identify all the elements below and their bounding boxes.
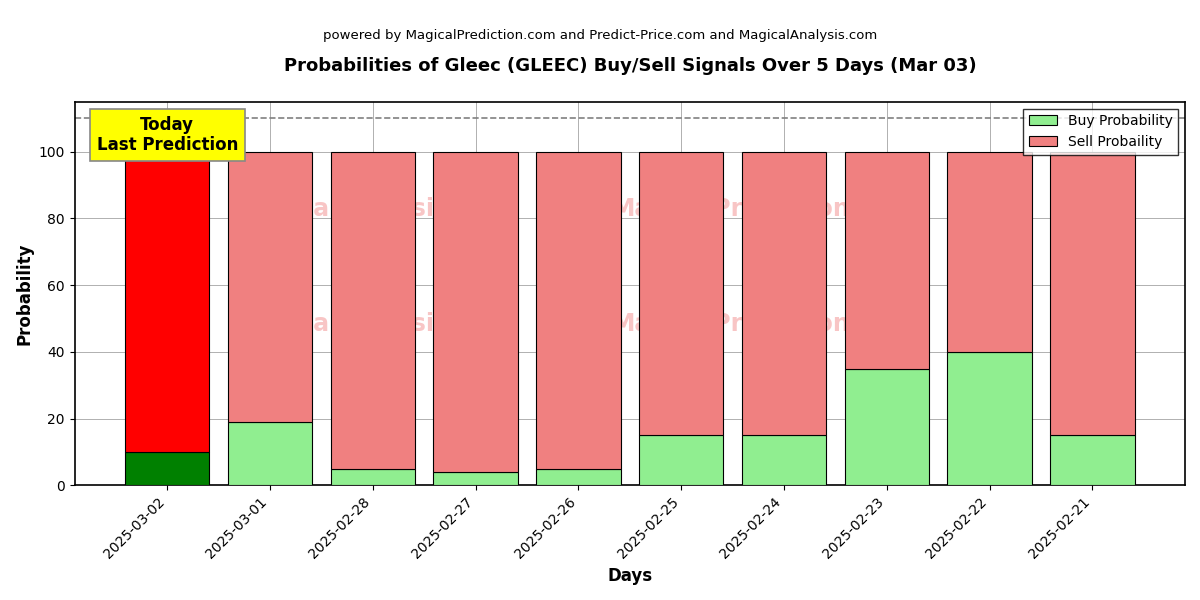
Bar	[948, 352, 1032, 485]
Bar	[845, 368, 929, 485]
Text: MagicalAnalysis.com: MagicalAnalysis.com	[236, 312, 512, 336]
Bar	[228, 152, 312, 422]
Bar	[640, 152, 724, 435]
Bar	[228, 422, 312, 485]
Bar	[536, 152, 620, 469]
Bar	[125, 152, 210, 452]
Text: Today
Last Prediction: Today Last Prediction	[96, 116, 238, 154]
Title: Probabilities of Gleec (GLEEC) Buy/Sell Signals Over 5 Days (Mar 03): Probabilities of Gleec (GLEEC) Buy/Sell …	[283, 57, 976, 75]
Bar	[331, 469, 415, 485]
Bar	[640, 435, 724, 485]
X-axis label: Days: Days	[607, 567, 653, 585]
Bar	[433, 472, 517, 485]
Text: MagicalPrediction.com: MagicalPrediction.com	[612, 312, 914, 336]
Bar	[1050, 152, 1134, 435]
Bar	[433, 152, 517, 472]
Bar	[742, 152, 826, 435]
Bar	[1050, 435, 1134, 485]
Bar	[536, 469, 620, 485]
Bar	[331, 152, 415, 469]
Bar	[845, 152, 929, 368]
Text: MagicalPrediction.com: MagicalPrediction.com	[612, 197, 914, 221]
Bar	[948, 152, 1032, 352]
Bar	[125, 452, 210, 485]
Legend: Buy Probability, Sell Probaility: Buy Probability, Sell Probaility	[1024, 109, 1178, 155]
Bar	[742, 435, 826, 485]
Text: powered by MagicalPrediction.com and Predict-Price.com and MagicalAnalysis.com: powered by MagicalPrediction.com and Pre…	[323, 29, 877, 42]
Text: MagicalAnalysis.com: MagicalAnalysis.com	[236, 197, 512, 221]
Y-axis label: Probability: Probability	[16, 242, 34, 344]
